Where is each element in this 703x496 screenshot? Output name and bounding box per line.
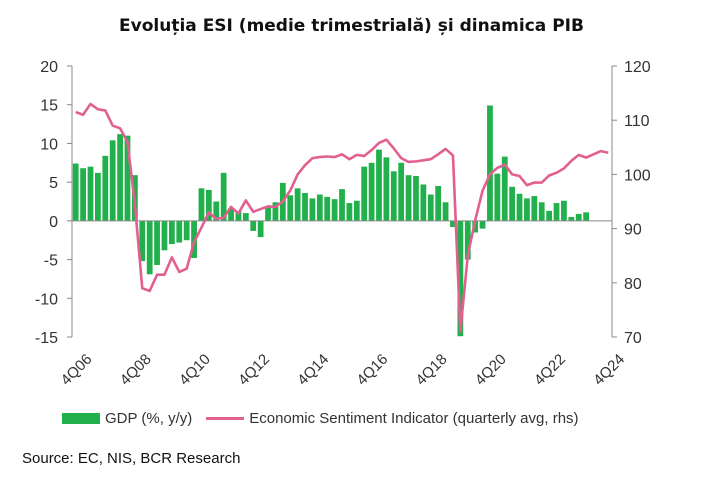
gdp-bar xyxy=(309,198,316,221)
gdp-bar xyxy=(102,155,109,221)
gdp-bar xyxy=(509,186,516,221)
gdp-bar xyxy=(501,156,508,221)
gdp-bar xyxy=(435,186,442,221)
gdp-bar xyxy=(531,196,538,221)
gdp-bar xyxy=(524,198,530,221)
esi-line xyxy=(75,102,609,333)
gdp-bar xyxy=(479,220,486,229)
gdp-bar xyxy=(124,135,131,221)
gdp-bar xyxy=(494,173,501,221)
right-tick-label: 120 xyxy=(624,59,651,76)
gdp-bar xyxy=(72,163,79,221)
legend-gdp-label: GDP (%, y/y) xyxy=(105,410,193,427)
chart-plot: -15 -10 -5 0 5 10 15 20 70 80 90 100 110 120 4Q06 4Q08 4… xyxy=(35,59,651,389)
chart-legend: GDP (%, y/y) Economic Sentiment Indicato… xyxy=(62,410,579,427)
gdp-bar xyxy=(168,220,175,245)
gdp-bar xyxy=(302,192,308,221)
gdp-bar xyxy=(324,196,331,221)
gdp-bar xyxy=(405,175,412,221)
gdp-bar xyxy=(95,172,101,221)
gdp-bar xyxy=(265,206,271,221)
gdp-bar xyxy=(198,188,205,221)
gdp-bar xyxy=(161,220,168,251)
gdp-bar xyxy=(331,199,338,221)
left-tick-label: -15 xyxy=(35,330,58,347)
gdp-bar xyxy=(413,175,419,221)
gdp-bar xyxy=(235,211,242,221)
gdp-bar xyxy=(154,220,160,265)
gdp-bar xyxy=(250,220,257,231)
gdp-bar xyxy=(287,195,294,221)
gdp-bar xyxy=(294,188,301,221)
gdp-bar xyxy=(568,216,575,221)
gdp-bar xyxy=(316,194,323,221)
source-note: Source: EC, NIS, BCR Research xyxy=(22,450,241,467)
gdp-bar xyxy=(272,202,279,221)
gdp-bar xyxy=(583,212,589,221)
gdp-bar xyxy=(146,220,153,275)
gdp-bar xyxy=(205,189,212,221)
gdp-bar xyxy=(457,220,464,337)
right-tick-label: 70 xyxy=(624,330,642,347)
gdp-bar xyxy=(450,220,456,228)
left-tick-label: 15 xyxy=(40,98,58,115)
legend-gdp-swatch xyxy=(62,413,100,424)
gdp-bar xyxy=(398,162,405,221)
gdp-bar xyxy=(361,166,368,221)
x-tick-label: 4Q16 xyxy=(353,351,391,389)
right-tick-label: 110 xyxy=(624,113,650,130)
left-tick-label: -5 xyxy=(44,253,58,270)
gdp-bar xyxy=(87,166,94,221)
left-tick-label: 10 xyxy=(40,136,58,153)
x-tick-label: 4Q12 xyxy=(235,351,273,389)
chart-title: Evoluția ESI (medie trimestrială) și din… xyxy=(119,16,584,36)
gdp-bar xyxy=(257,220,264,238)
gdp-bar xyxy=(376,149,382,221)
gdp-bar xyxy=(242,213,249,221)
left-tick-label: 5 xyxy=(49,175,58,192)
gdp-bar xyxy=(109,140,116,221)
gdp-bar xyxy=(553,203,560,221)
gdp-bar xyxy=(538,202,545,221)
gdp-bar xyxy=(368,162,375,221)
x-tick-label: 4Q08 xyxy=(117,351,155,389)
gdp-bar xyxy=(80,168,86,221)
gdp-bar xyxy=(464,220,471,260)
x-tick-label: 4Q22 xyxy=(531,351,569,389)
gdp-bar xyxy=(183,220,190,241)
gdp-bar xyxy=(228,208,234,221)
gdp-bar xyxy=(117,134,123,221)
left-tick-label: -10 xyxy=(35,291,58,308)
gdp-bar xyxy=(442,202,449,221)
gdp-bar xyxy=(213,201,220,221)
gdp-bar xyxy=(516,193,523,221)
gdp-bar xyxy=(546,210,553,221)
gdp-bar xyxy=(346,203,353,221)
gdp-bar xyxy=(220,172,227,221)
left-tick-label: 0 xyxy=(49,214,58,231)
x-tick-label: 4Q20 xyxy=(472,351,510,389)
legend-esi-label: Economic Sentiment Indicator (quarterly … xyxy=(249,410,579,427)
gdp-bar xyxy=(427,194,434,221)
gdp-bar xyxy=(575,213,582,221)
gdp-bar xyxy=(353,200,360,221)
x-tick-label: 4Q18 xyxy=(413,351,451,389)
gdp-bar xyxy=(339,189,345,221)
x-tick-label: 4Q14 xyxy=(294,351,332,389)
gdp-bar xyxy=(487,105,493,221)
right-tick-label: 80 xyxy=(624,276,642,293)
x-tick-label: 4Q10 xyxy=(176,351,214,389)
gdp-bar xyxy=(420,184,427,221)
x-tick-label: 4Q06 xyxy=(58,351,96,389)
gdp-bar xyxy=(383,157,390,221)
gdp-bar xyxy=(176,220,183,243)
x-tick-label: 4Q24 xyxy=(590,351,628,389)
right-tick-label: 90 xyxy=(624,222,642,239)
gdp-bar xyxy=(390,171,397,221)
legend-esi-swatch xyxy=(206,417,245,420)
right-tick-label: 100 xyxy=(624,167,651,184)
gdp-bar xyxy=(561,200,567,221)
left-tick-label: 20 xyxy=(40,59,58,76)
gdp-bar xyxy=(139,220,146,262)
